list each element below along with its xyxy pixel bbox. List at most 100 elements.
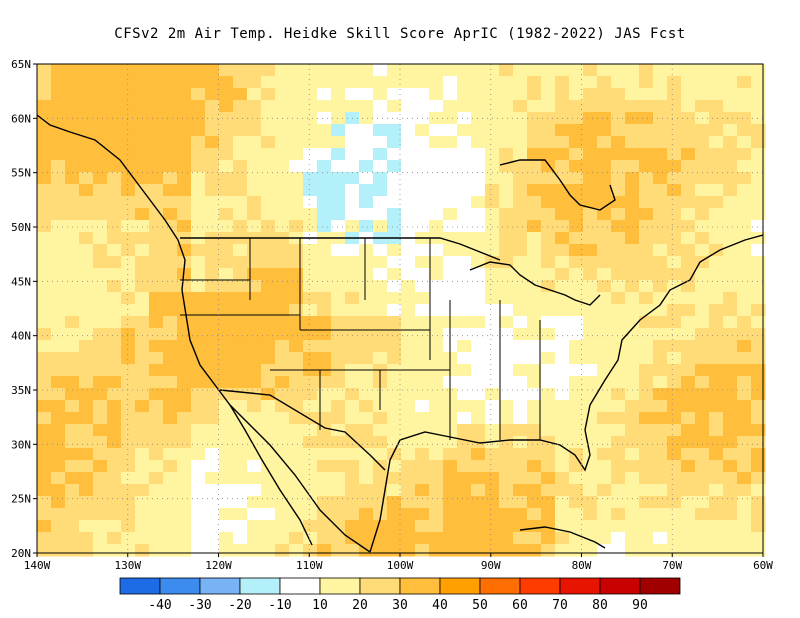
- field-cell: [653, 280, 668, 293]
- field-cell: [79, 304, 94, 317]
- field-cell: [261, 100, 276, 113]
- field-cell: [667, 496, 682, 509]
- field-cell: [513, 160, 528, 173]
- field-cell: [303, 376, 318, 389]
- field-cell: [429, 304, 444, 317]
- field-cell: [541, 244, 556, 257]
- field-cell: [233, 112, 248, 125]
- field-cell: [205, 244, 220, 257]
- field-cell: [723, 388, 738, 401]
- field-cell: [583, 172, 598, 185]
- field-cell: [499, 400, 514, 413]
- field-cell: [541, 388, 556, 401]
- field-cell: [513, 184, 528, 197]
- field-cell: [625, 220, 640, 233]
- field-cell: [79, 376, 94, 389]
- field-cell: [233, 448, 248, 461]
- field-cell: [667, 460, 682, 473]
- field-cell: [331, 316, 346, 329]
- field-cell: [513, 124, 528, 137]
- field-cell: [681, 316, 696, 329]
- field-cell: [639, 196, 654, 209]
- field-cell: [149, 328, 164, 341]
- field-cell: [177, 160, 192, 173]
- field-cell: [709, 124, 724, 137]
- field-cell: [611, 496, 626, 509]
- field-cell: [597, 448, 612, 461]
- lon-tick-label: 120W: [205, 559, 232, 572]
- field-cell: [667, 544, 682, 557]
- field-cell: [359, 112, 374, 125]
- field-cell: [401, 532, 416, 545]
- field-cell: [289, 376, 304, 389]
- field-cell: [359, 304, 374, 317]
- field-cell: [751, 172, 766, 185]
- field-cell: [415, 160, 430, 173]
- field-cell: [625, 484, 640, 497]
- field-cell: [723, 316, 738, 329]
- field-cell: [317, 484, 332, 497]
- colorbar-bin: [439, 577, 481, 595]
- field-cell: [597, 88, 612, 101]
- field-cell: [289, 424, 304, 437]
- field-cell: [485, 220, 500, 233]
- field-cell: [457, 544, 472, 557]
- field-cell: [79, 316, 94, 329]
- field-cell: [401, 88, 416, 101]
- field-cell: [751, 208, 766, 221]
- field-cell: [555, 256, 570, 269]
- field-cell: [457, 64, 472, 77]
- field-cell: [443, 268, 458, 281]
- field-cell: [191, 424, 206, 437]
- field-cell: [107, 544, 122, 557]
- field-cell: [415, 316, 430, 329]
- field-cell: [555, 88, 570, 101]
- field-cell: [331, 268, 346, 281]
- field-cell: [401, 208, 416, 221]
- field-cell: [233, 64, 248, 77]
- field-cell: [513, 196, 528, 209]
- field-cell: [443, 124, 458, 137]
- field-cell: [205, 352, 220, 365]
- field-cell: [457, 448, 472, 461]
- field-cell: [723, 136, 738, 149]
- field-cell: [303, 112, 318, 125]
- field-cell: [653, 364, 668, 377]
- field-cell: [611, 136, 626, 149]
- field-cell: [695, 304, 710, 317]
- field-cell: [569, 184, 584, 197]
- field-cell: [541, 292, 556, 305]
- field-cell: [471, 340, 486, 353]
- field-cell: [443, 544, 458, 557]
- field-cell: [513, 496, 528, 509]
- field-cell: [443, 100, 458, 113]
- field-cell: [751, 460, 766, 473]
- field-cell: [639, 172, 654, 185]
- field-cell: [219, 328, 234, 341]
- field-cell: [667, 292, 682, 305]
- field-cell: [51, 424, 66, 437]
- field-cell: [373, 100, 388, 113]
- field-cell: [415, 484, 430, 497]
- field-cell: [695, 448, 710, 461]
- field-cell: [485, 136, 500, 149]
- field-cell: [163, 124, 178, 137]
- field-cell: [121, 256, 136, 269]
- field-cell: [499, 484, 514, 497]
- field-cell: [107, 400, 122, 413]
- colorbar-bin: [239, 577, 281, 595]
- field-cell: [457, 208, 472, 221]
- field-cell: [611, 316, 626, 329]
- field-cell: [625, 304, 640, 317]
- field-cell: [163, 316, 178, 329]
- field-cell: [443, 448, 458, 461]
- field-cell: [191, 544, 206, 557]
- field-cell: [275, 244, 290, 257]
- field-cell: [121, 508, 136, 521]
- field-cell: [429, 472, 444, 485]
- field-cell: [345, 328, 360, 341]
- field-cell: [723, 88, 738, 101]
- field-cell: [471, 424, 486, 437]
- field-cell: [737, 424, 752, 437]
- field-cell: [247, 460, 262, 473]
